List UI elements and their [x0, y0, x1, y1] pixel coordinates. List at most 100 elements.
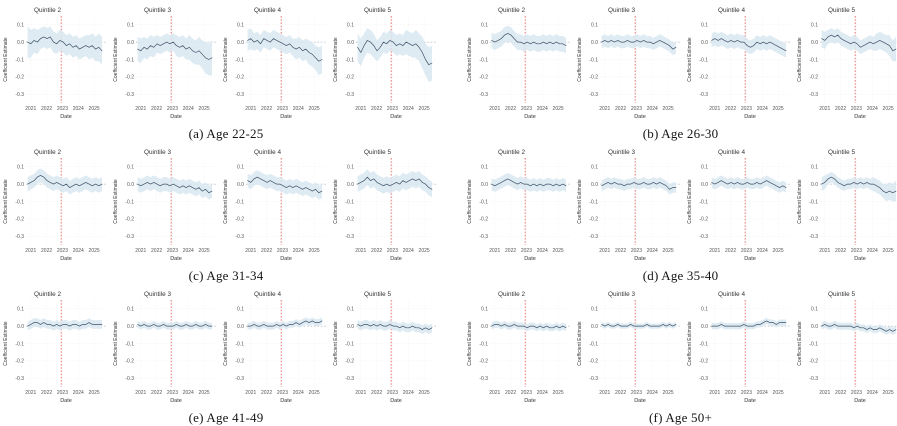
y-tick-label: 0.1 — [347, 307, 354, 313]
y-tick-label: -0.1 — [809, 341, 818, 347]
coefficient-line — [247, 38, 323, 62]
panel-caption: (c) Age 31-34 — [188, 268, 264, 283]
subplot-quintile-5: Quintile 5 0.1 0.0 -0.1 -0.2 -0.3 2021 2022 2023… — [333, 291, 436, 404]
x-tick-label: 2022 — [261, 390, 272, 396]
coefficient-line — [247, 320, 323, 327]
subplot-quintile-2: Quintile 2 0.1 0.0 -0.1 -0.2 -0.3 2021 2022 2023… — [3, 149, 106, 262]
x-axis-label: Date — [170, 256, 182, 262]
y-axis-label: Coefficient Estimate — [467, 321, 473, 366]
subplot-title: Quintile 2 — [34, 149, 61, 156]
y-tick-label: 0.0 — [127, 40, 134, 46]
coefficient-line — [137, 182, 213, 194]
x-tick-label: 2024 — [757, 106, 768, 112]
subplot-quintile-4: Quintile 4 0.1 0.0 -0.1 -0.2 -0.3 2021 2022 2023… — [223, 291, 326, 404]
y-tick-label: 0.0 — [347, 324, 354, 330]
subplot-quintile-3: Quintile 3 0.1 0.0 -0.1 -0.2 -0.3 2021 2022 2023… — [577, 7, 680, 120]
confidence-band — [27, 168, 103, 195]
y-tick-label: -0.2 — [235, 217, 244, 223]
x-tick-label: 2022 — [151, 248, 162, 254]
x-axis-label: Date — [524, 114, 536, 120]
x-tick-label: 2025 — [199, 248, 210, 254]
subplot-title: Quintile 4 — [718, 291, 745, 298]
y-tick-label: -0.3 — [809, 234, 818, 240]
y-tick-label: 0.1 — [481, 23, 488, 29]
panel-age-50-plus-chart: Quintile 2 0.1 0.0 -0.1 -0.2 -0.3 2021 2022 2023… — [467, 291, 897, 404]
y-tick-label: 0.0 — [347, 40, 354, 46]
y-tick-label: -0.3 — [699, 234, 708, 240]
x-tick-label: 2024 — [403, 390, 414, 396]
x-tick-label: 2021 — [25, 390, 36, 396]
x-tick-label: 2024 — [293, 106, 304, 112]
y-tick-label: 0.1 — [127, 307, 134, 313]
coefficient-line — [821, 34, 897, 52]
x-tick-label: 2024 — [183, 248, 194, 254]
x-tick-label: 2025 — [773, 390, 784, 396]
y-tick-label: -0.1 — [809, 199, 818, 205]
x-tick-label: 2021 — [245, 106, 256, 112]
subplot-title: Quintile 4 — [254, 7, 281, 14]
x-tick-label: 2023 — [57, 106, 68, 112]
y-tick-label: -0.1 — [479, 57, 488, 63]
y-tick-label: 0.1 — [17, 23, 24, 29]
x-tick-label: 2021 — [709, 390, 720, 396]
x-axis-label: Date — [390, 398, 402, 404]
x-tick-label: 2025 — [309, 390, 320, 396]
x-tick-label: 2023 — [741, 248, 752, 254]
y-tick-label: -0.2 — [809, 217, 818, 223]
y-tick-label: 0.0 — [481, 182, 488, 188]
y-tick-label: 0.0 — [17, 324, 24, 330]
y-tick-label: -0.3 — [345, 92, 354, 98]
y-tick-label: -0.2 — [699, 75, 708, 81]
y-tick-label: -0.1 — [699, 57, 708, 63]
y-axis-label: Coefficient Estimate — [113, 37, 119, 82]
y-axis-label: Coefficient Estimate — [797, 37, 803, 82]
y-tick-label: -0.2 — [699, 217, 708, 223]
y-tick-label: 0.0 — [17, 40, 24, 46]
panel-caption: (e) Age 41-49 — [188, 410, 264, 425]
y-axis-label: Coefficient Estimate — [3, 321, 9, 366]
y-axis-label: Coefficient Estimate — [687, 37, 693, 82]
panel-age-22-25-chart: Quintile 2 0.1 0.0 -0.1 -0.2 -0.3 2021 2022 2023… — [3, 7, 436, 120]
x-tick-label: 2024 — [647, 248, 658, 254]
coefficient-line — [601, 324, 677, 327]
subplot-title: Quintile 4 — [718, 7, 745, 14]
y-tick-label: -0.1 — [15, 341, 24, 347]
subplot-title: Quintile 5 — [364, 291, 391, 298]
y-tick-label: -0.2 — [15, 359, 24, 365]
subplot-quintile-2: Quintile 2 0.1 0.0 -0.1 -0.2 -0.3 2021 2022 2023… — [467, 7, 570, 120]
y-tick-label: -0.3 — [235, 234, 244, 240]
x-tick-label: 2025 — [663, 248, 674, 254]
panel-age-41-49-chart: Quintile 2 0.1 0.0 -0.1 -0.2 -0.3 2021 2022 2023… — [3, 291, 436, 404]
subplot-quintile-4: Quintile 4 0.1 0.0 -0.1 -0.2 -0.3 2021 2022 2023… — [223, 7, 326, 120]
x-tick-label: 2024 — [867, 390, 878, 396]
x-tick-label: 2024 — [293, 390, 304, 396]
confidence-band — [821, 320, 896, 335]
coefficient-line — [601, 182, 677, 190]
x-tick-label: 2021 — [25, 106, 36, 112]
subplot-title: Quintile 5 — [828, 7, 855, 14]
coefficient-line — [27, 175, 103, 188]
x-axis-label: Date — [854, 114, 866, 120]
confidence-band — [357, 28, 432, 83]
subplot-title: Quintile 2 — [498, 7, 525, 14]
x-axis-label: Date — [60, 398, 72, 404]
y-tick-label: -0.2 — [125, 359, 134, 365]
coefficient-line — [821, 176, 897, 194]
y-tick-label: 0.0 — [127, 324, 134, 330]
subplot-quintile-4: Quintile 4 0.1 0.0 -0.1 -0.2 -0.3 2021 2022 2023… — [687, 7, 790, 120]
x-axis-label: Date — [170, 398, 182, 404]
x-tick-label: 2025 — [309, 248, 320, 254]
y-axis-label: Coefficient Estimate — [333, 321, 339, 366]
coefficient-line — [601, 40, 677, 50]
y-tick-label: -0.2 — [589, 75, 598, 81]
y-tick-label: -0.2 — [589, 359, 598, 365]
y-tick-label: 0.0 — [127, 182, 134, 188]
coefficient-line — [711, 180, 787, 188]
x-tick-label: 2023 — [277, 248, 288, 254]
y-axis-label: Coefficient Estimate — [577, 179, 583, 224]
y-tick-label: -0.1 — [235, 199, 244, 205]
y-tick-label: 0.0 — [17, 182, 24, 188]
x-tick-label: 2022 — [725, 106, 736, 112]
x-axis-label: Date — [854, 398, 866, 404]
x-tick-label: 2025 — [883, 248, 894, 254]
